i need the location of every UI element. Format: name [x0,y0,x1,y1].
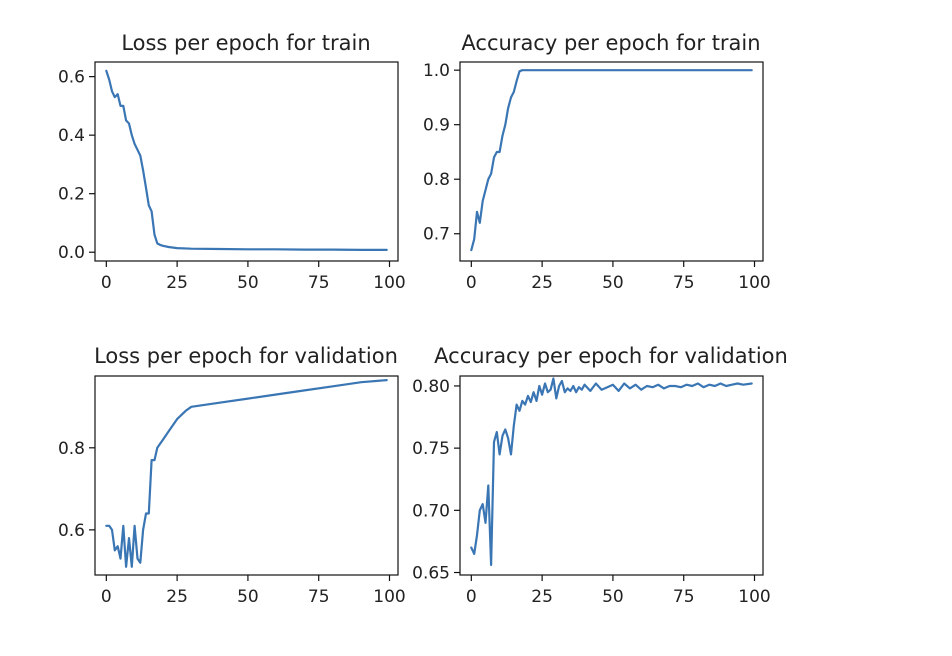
y-tick-label: 1.0 [423,61,450,81]
x-tick-label: 25 [166,273,188,293]
chart-title: Accuracy per epoch for validation [434,344,788,368]
chart-title: Accuracy per epoch for train [461,31,760,55]
y-tick-label: 0.9 [423,116,450,136]
x-tick-label: 100 [373,273,405,293]
y-tick-label: 0.6 [58,68,85,88]
x-tick-label: 50 [602,273,624,293]
x-tick-label: 25 [531,273,553,293]
y-axis-ticks: 0.6 0.8 [58,439,95,541]
plot-frame [94,375,399,576]
x-tick-label: 100 [373,587,405,607]
y-tick-label: 0.8 [58,439,85,459]
x-tick-label: 100 [738,587,770,607]
plot-frame [459,61,764,262]
x-axis-ticks: 0 25 50 75 100 [466,261,771,293]
x-tick-label: 0 [466,587,477,607]
y-axis-ticks: 0.0 0.2 0.4 0.6 [58,68,95,263]
plot-frame [94,61,399,262]
x-tick-label: 50 [602,587,624,607]
x-tick-label: 25 [166,587,188,607]
y-tick-label: 0.4 [58,126,85,146]
panel-validation-loss: Loss per epoch for validation 0.6 0.8 0 25… [58,344,406,607]
chart-title: Loss per epoch for train [121,31,370,55]
y-tick-label: 0.2 [58,185,85,205]
y-tick-label: 0.65 [412,564,450,584]
x-tick-label: 50 [237,273,259,293]
panel-validation-accuracy: Accuracy per epoch for validation 0.650.… [412,344,788,607]
x-tick-label: 75 [308,587,330,607]
x-tick-label: 100 [738,273,770,293]
x-axis-ticks: 0 25 50 75 100 [101,261,406,293]
y-axis-ticks: 0.65 0.70 0.75 0.80 [412,377,460,584]
x-tick-label: 0 [101,273,112,293]
y-tick-label: 0.75 [412,439,450,459]
series-line [470,69,753,252]
y-tick-label: 0.0 [58,243,85,263]
x-axis-ticks: 0 25 50 75 100 [466,575,771,607]
panel-train-accuracy: Accuracy per epoch for train 0.7 0.8 0.9 1.… [423,31,771,293]
x-tick-label: 0 [101,587,112,607]
series-line [470,377,753,567]
x-tick-label: 75 [673,273,695,293]
panel-train-loss: Loss per epoch for train 0.0 0.2 0.4 0.6 0 2… [58,31,406,293]
y-tick-label: 0.70 [412,501,450,521]
x-tick-label: 75 [673,587,695,607]
y-tick-label: 0.7 [423,225,450,245]
y-axis-ticks: 0.7 0.8 0.9 1.0 [423,61,460,245]
x-tick-label: 50 [237,587,259,607]
x-tick-label: 75 [308,273,330,293]
x-tick-label: 0 [466,273,477,293]
y-tick-label: 0.80 [412,377,450,397]
x-tick-label: 25 [531,587,553,607]
series-line [105,69,388,251]
y-tick-label: 0.6 [58,521,85,541]
series-line [105,379,388,568]
chart-title: Loss per epoch for validation [94,344,398,368]
plot-frame [459,375,764,576]
y-tick-label: 0.8 [423,170,450,190]
x-axis-ticks: 0 25 50 75 100 [101,575,406,607]
